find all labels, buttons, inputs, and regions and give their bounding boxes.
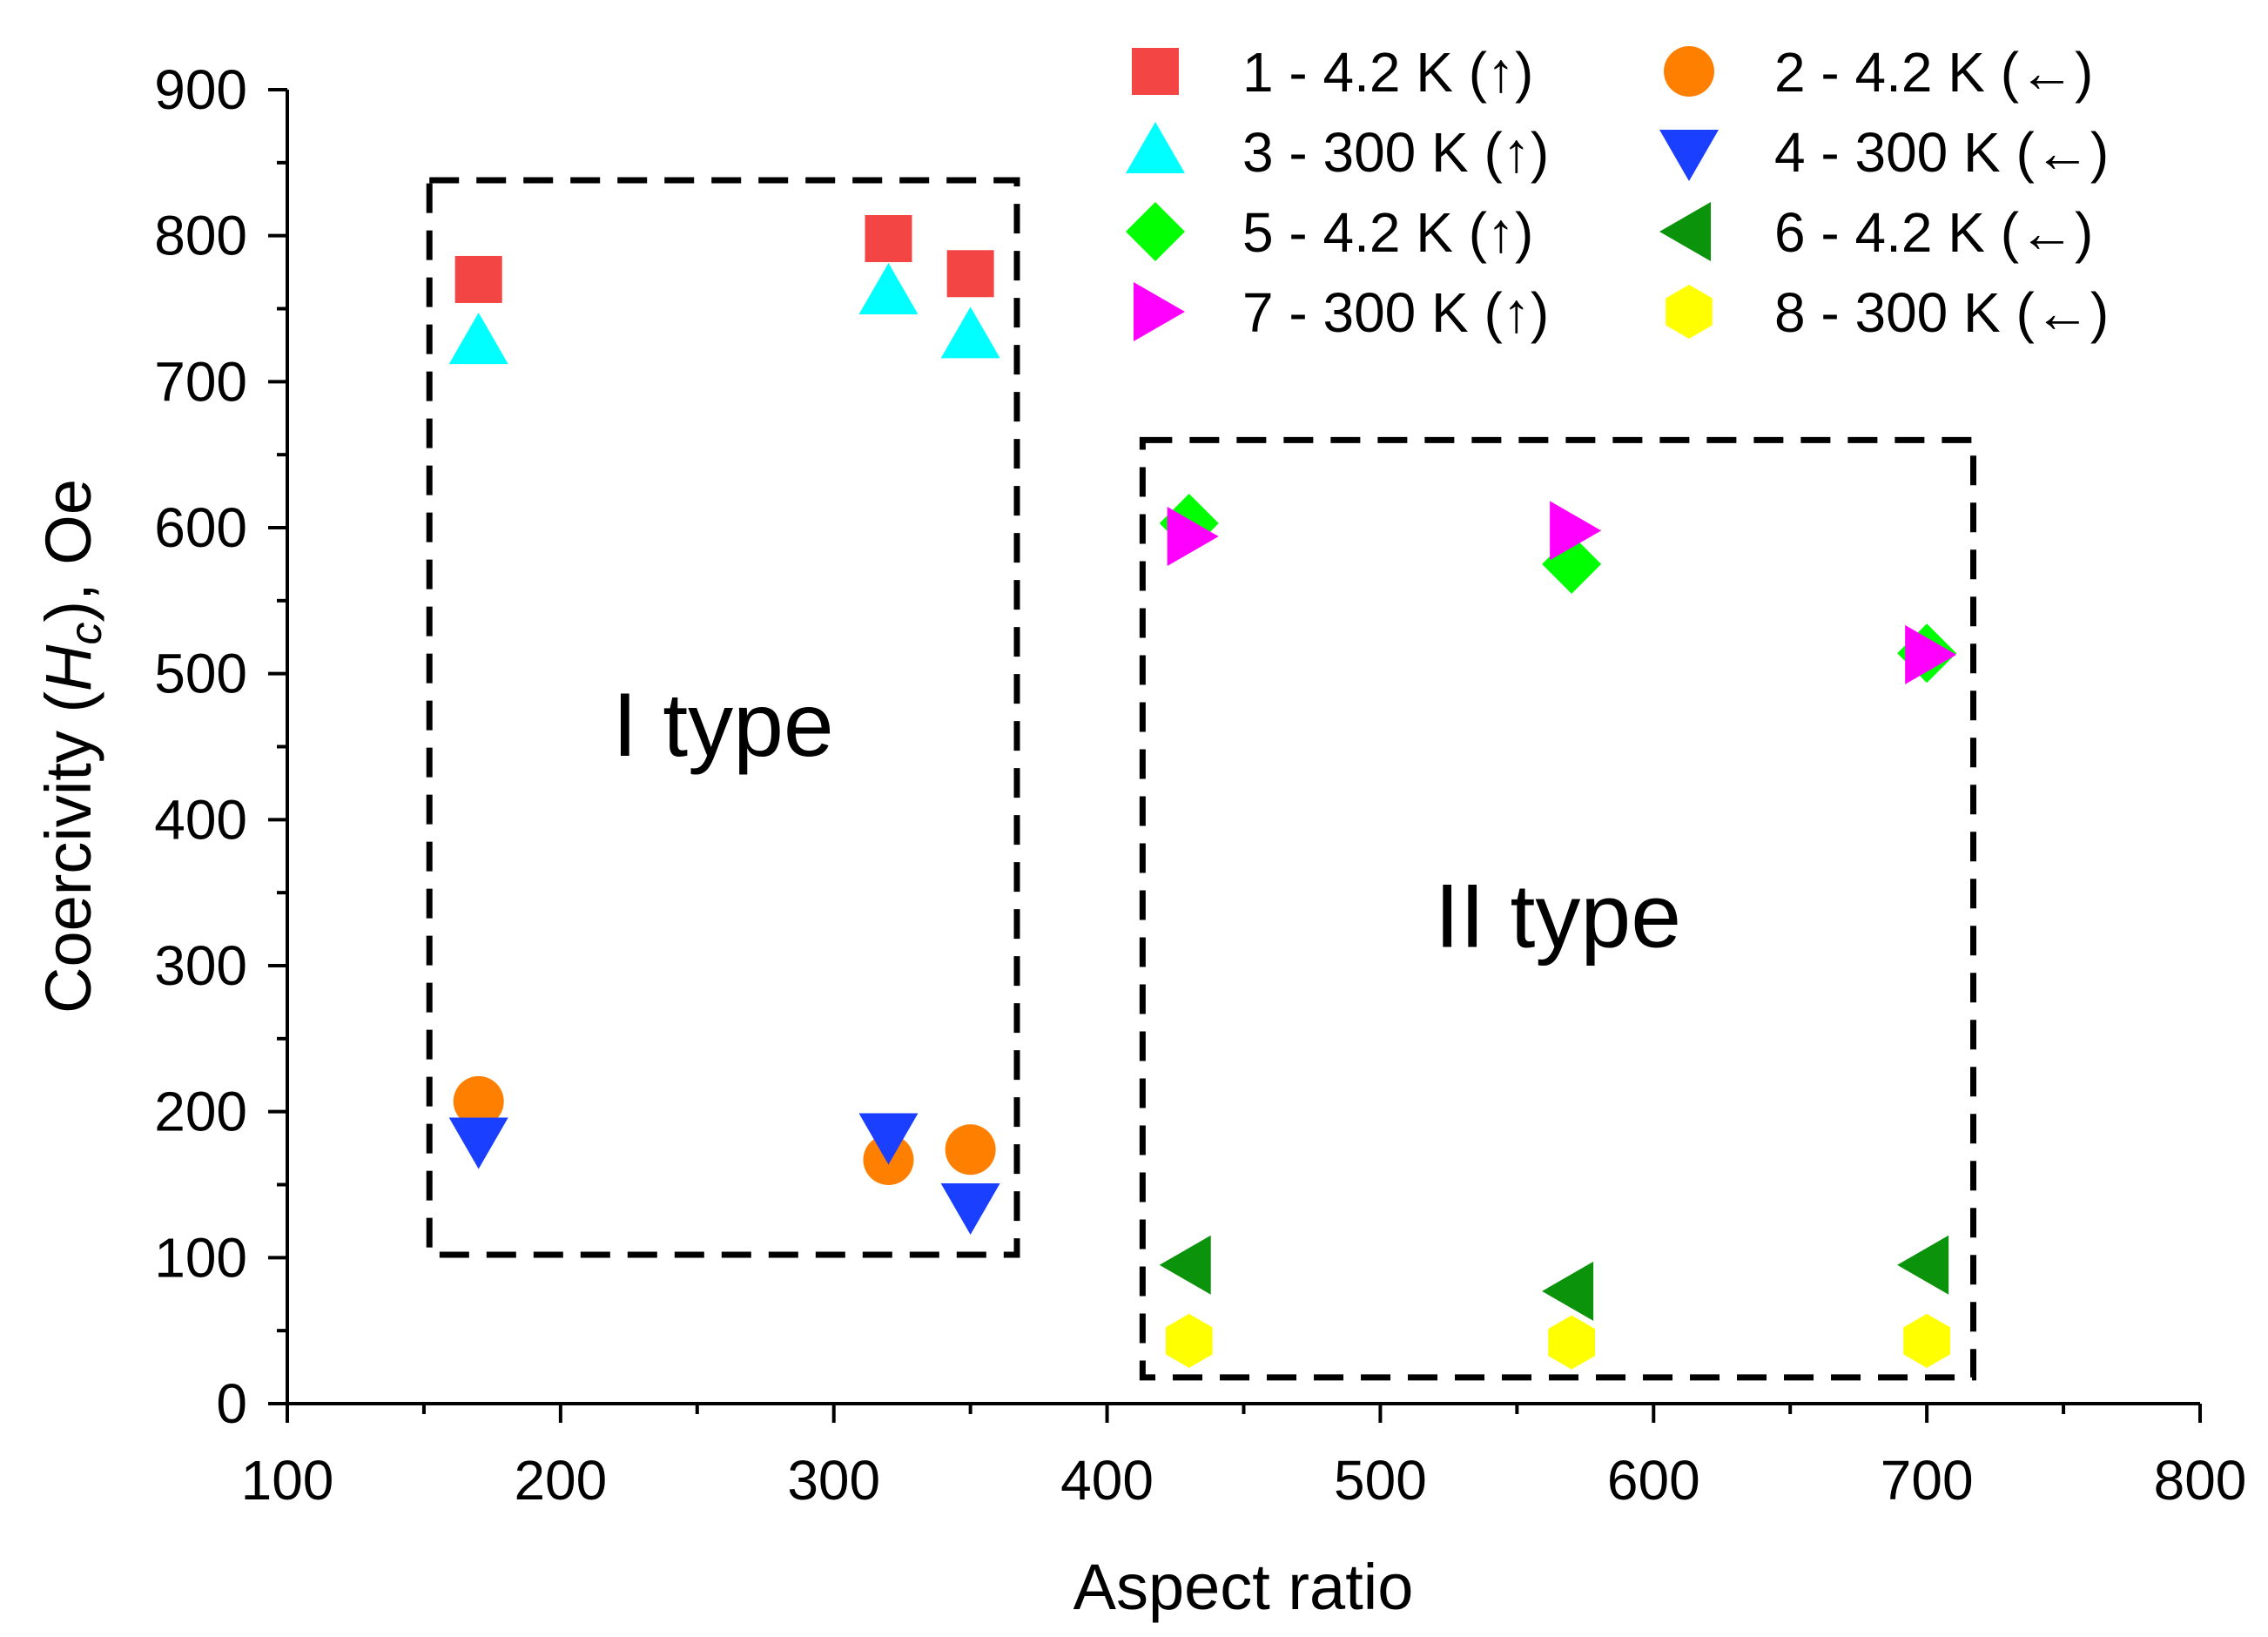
data-point-series-7 (1550, 501, 1602, 561)
legend-label: 5 - 4.2 K (↑) (1242, 201, 1533, 264)
y-tick-label: 300 (154, 934, 247, 997)
y-axis-label-prefix: Coercivity ( (32, 691, 104, 1014)
legend-marker-series-2 (1664, 46, 1714, 97)
data-point-series-4 (448, 1117, 508, 1169)
data-point-series-7 (1905, 624, 1957, 684)
legend-marker-series-6 (1659, 202, 1711, 261)
y-tick-label: 500 (154, 643, 247, 705)
legend-label: 4 - 300 K (←) (1774, 121, 2109, 184)
legend-label: 2 - 4.2 K (←) (1774, 41, 2093, 104)
data-point-series-4 (940, 1182, 1000, 1235)
x-tick-label: 300 (787, 1449, 880, 1512)
data-points (448, 215, 1957, 1370)
data-point-series-8 (1903, 1313, 1950, 1368)
x-ticks: 100 200 300 400 500 600 700 800 (241, 1404, 2247, 1512)
x-tick-label: 700 (1881, 1449, 1974, 1512)
legend: 1 - 4.2 K (↑) 2 - 4.2 K (←) 3 - 300 K (↑) 4… (1126, 41, 2109, 344)
data-point-series-8 (1165, 1313, 1213, 1368)
legend-marker-series-4 (1659, 130, 1719, 181)
data-point-series-3 (448, 313, 508, 365)
x-tick-label: 500 (1334, 1449, 1427, 1512)
data-point-series-8 (1548, 1315, 1595, 1370)
data-point-series-2 (453, 1075, 504, 1127)
x-tick-label: 800 (2154, 1449, 2247, 1512)
y-axis-label-subscript: c (61, 622, 111, 644)
legend-marker-series-5 (1126, 202, 1185, 261)
x-tick-label: 600 (1607, 1449, 1700, 1512)
legend-label: 6 - 4.2 K (←) (1774, 201, 2093, 264)
region-box (1139, 436, 1976, 1381)
y-tick-label: 700 (154, 350, 247, 413)
data-point-series-3 (858, 263, 919, 315)
data-point-series-7 (1167, 507, 1219, 567)
legend-label: 3 - 300 K (↑) (1242, 121, 1549, 184)
data-point-series-2 (945, 1124, 996, 1176)
data-point-series-1 (946, 250, 994, 298)
data-point-series-6 (1159, 1235, 1211, 1295)
y-axis-label-symbol: H (32, 644, 104, 691)
y-tick-label: 0 (216, 1372, 247, 1435)
region-label: I type (612, 675, 833, 776)
type-regions: I type II type (426, 177, 1976, 1381)
legend-label: 1 - 4.2 K (↑) (1242, 41, 1533, 104)
x-tick-label: 200 (514, 1449, 607, 1512)
region-label: II type (1435, 866, 1681, 967)
y-axis-label-suffix: ), Oe (32, 479, 104, 622)
legend-marker-series-7 (1134, 282, 1185, 341)
y-tick-label: 900 (154, 58, 247, 121)
legend-marker-series-3 (1126, 122, 1185, 173)
data-point-series-1 (865, 215, 912, 263)
data-point-series-1 (454, 255, 502, 303)
legend-marker-series-8 (1666, 285, 1713, 339)
y-tick-label: 100 (154, 1226, 247, 1289)
x-tick-label: 400 (1060, 1449, 1154, 1512)
data-point-series-6 (1542, 1261, 1594, 1321)
x-axis-label: Aspect ratio (1073, 1551, 1414, 1623)
y-tick-label: 200 (154, 1081, 247, 1143)
y-axis-label: Coercivity (Hc), Oe (32, 479, 111, 1014)
data-point-series-3 (940, 307, 1000, 359)
y-ticks: 0 100 200 300 400 500 600 700 800 900 (154, 58, 287, 1435)
legend-marker-series-1 (1132, 48, 1179, 95)
y-tick-label: 600 (154, 496, 247, 559)
legend-label: 7 - 300 K (↑) (1242, 281, 1549, 344)
legend-label: 8 - 300 K (←) (1774, 281, 2109, 344)
y-tick-label: 800 (154, 205, 247, 267)
data-point-series-4 (858, 1113, 919, 1165)
x-tick-label: 100 (241, 1449, 334, 1512)
data-point-series-6 (1897, 1235, 1949, 1295)
region-box (426, 177, 1020, 1258)
y-tick-label: 400 (154, 788, 247, 851)
